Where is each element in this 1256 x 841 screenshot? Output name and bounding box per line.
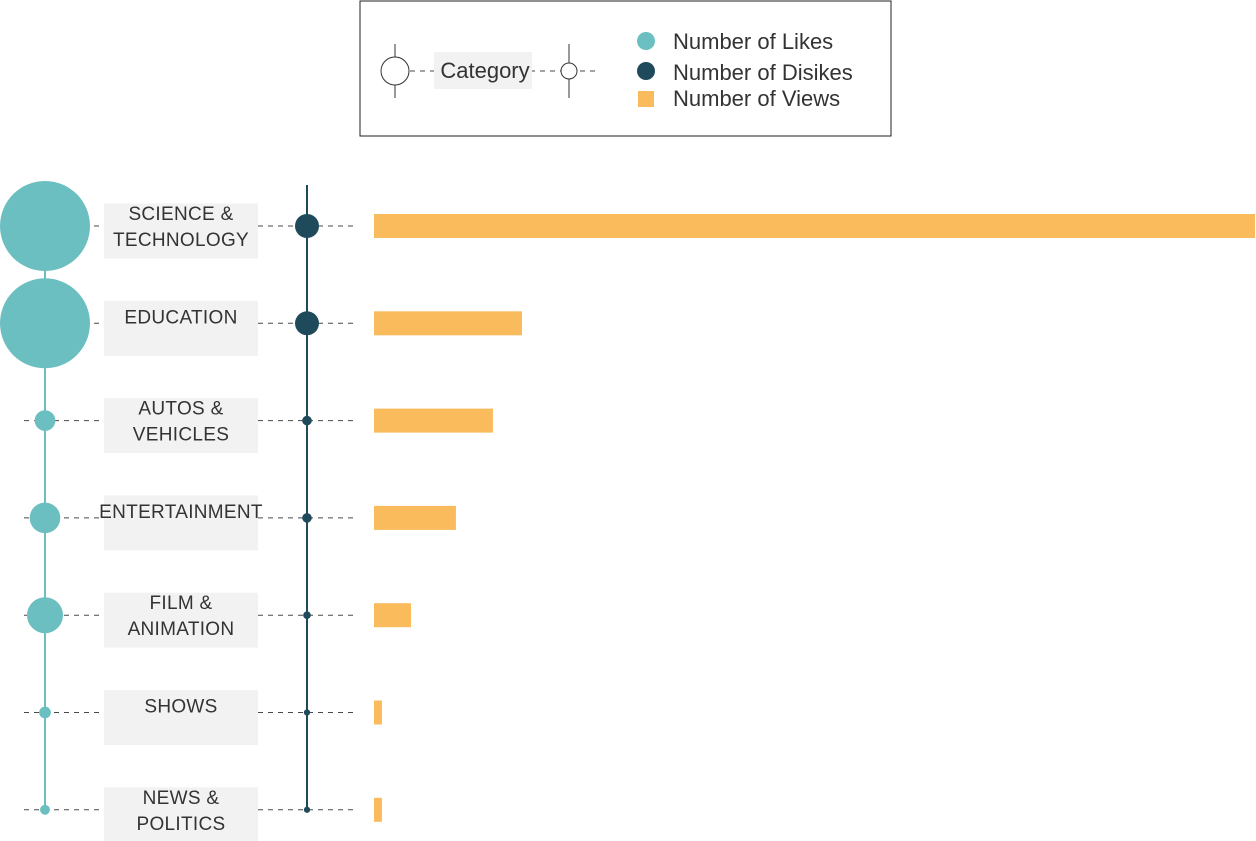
row-7-label-line-2: POLITICS bbox=[137, 814, 226, 835]
legend-dislikes-label: Number of Disikes bbox=[673, 60, 853, 85]
row-3-views-bar bbox=[374, 408, 493, 433]
row-7-dislikes-circle bbox=[303, 806, 311, 813]
row-2-label-box bbox=[104, 300, 258, 356]
row-2-dislikes-circle bbox=[295, 311, 319, 336]
row-3-label-box bbox=[104, 398, 258, 454]
row-7-label-line-1: NEWS & bbox=[143, 788, 220, 809]
row-7-label-box bbox=[104, 787, 258, 841]
row-3-likes-circle bbox=[34, 410, 56, 431]
row-6-label-line-1: SHOWS bbox=[144, 697, 217, 718]
row-7-views-bar bbox=[374, 797, 382, 822]
row-5-dislikes-circle bbox=[303, 611, 311, 620]
row-2-label-line-1: EDUCATION bbox=[124, 307, 237, 328]
row-3-label-line-2: VEHICLES bbox=[133, 425, 229, 446]
legend-large-circle-icon bbox=[380, 56, 410, 86]
legend-likes-label: Number of Likes bbox=[673, 29, 833, 54]
row-1-views-bar bbox=[374, 214, 1255, 238]
row-4-label-box bbox=[104, 495, 258, 551]
legend-likes-marker bbox=[637, 32, 655, 50]
row-3-dislikes-circle bbox=[302, 415, 312, 426]
row-5-label-box bbox=[104, 592, 258, 648]
row-4-label-line-1: ENTERTAINMENT bbox=[99, 502, 263, 523]
row-2-views-bar bbox=[374, 311, 523, 336]
row-6-likes-circle bbox=[39, 706, 51, 719]
row-4-dislikes-circle bbox=[302, 513, 312, 523]
row-6-views-bar bbox=[374, 700, 382, 725]
legend-views-marker bbox=[638, 91, 654, 107]
row-6-dislikes-circle bbox=[303, 709, 311, 716]
row-4-likes-circle bbox=[29, 502, 61, 534]
row-1-label-box bbox=[104, 203, 258, 259]
row-3-label-line-1: AUTOS & bbox=[138, 399, 223, 420]
legend-dislikes-marker bbox=[637, 62, 655, 80]
legend-small-circle-icon bbox=[560, 62, 578, 80]
row-7-likes-circle bbox=[40, 804, 50, 815]
row-1-label-line-2: TECHNOLOGY bbox=[113, 230, 249, 251]
row-5-label-line-2: ANIMATION bbox=[128, 619, 235, 640]
row-5-views-bar bbox=[374, 603, 412, 628]
row-1-likes-circle bbox=[0, 181, 90, 271]
row-2-likes-circle bbox=[0, 278, 90, 369]
legend-category-box bbox=[434, 52, 532, 89]
legend-views-label: Number of Views bbox=[673, 86, 840, 111]
row-4-views-bar bbox=[374, 505, 456, 530]
row-5-label-line-1: FILM & bbox=[149, 593, 212, 614]
row-1-dislikes-circle bbox=[295, 214, 319, 238]
row-6-label-box bbox=[104, 690, 258, 745]
row-1-label-line-1: SCIENCE & bbox=[128, 204, 233, 225]
legend: Category Number of Likes Number of Disik… bbox=[359, 0, 892, 137]
row-5-likes-circle bbox=[27, 597, 63, 634]
legend-category-label: Category bbox=[440, 58, 529, 83]
plot-area: SCIENCE & TECHNOLOGY EDUCATION AUTOS & VEHIC… bbox=[0, 181, 1255, 841]
